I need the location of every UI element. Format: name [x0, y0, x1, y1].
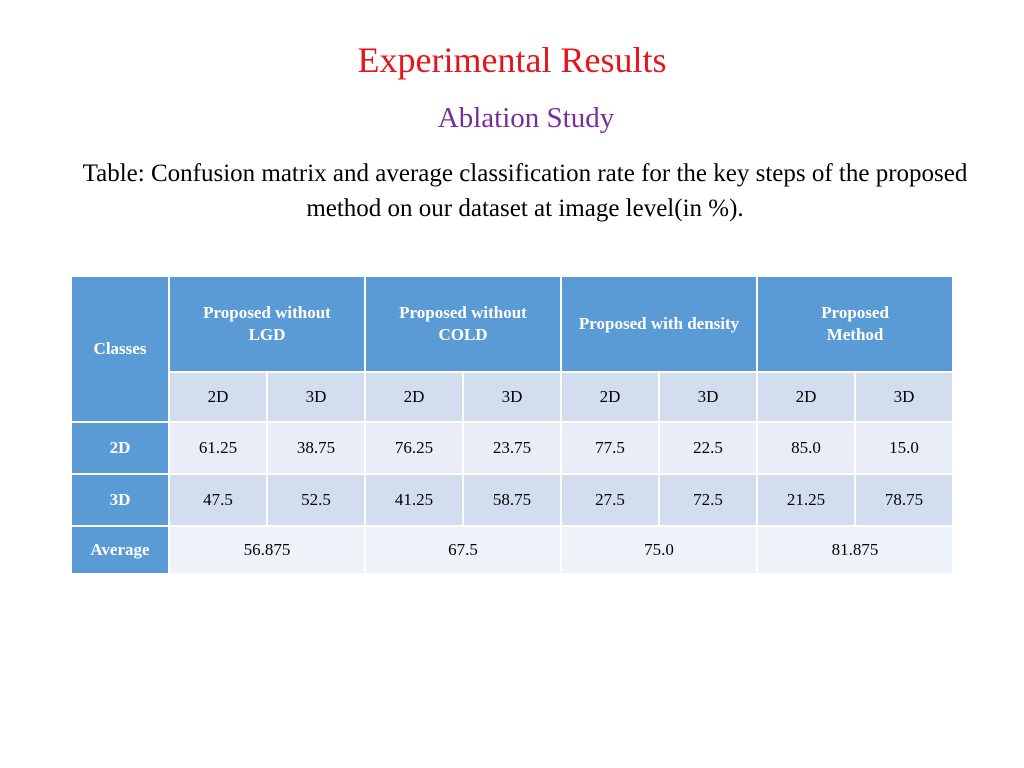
- subheader-3d: 3D: [658, 371, 759, 423]
- method-header-with-density: Proposed with density: [560, 275, 759, 373]
- confusion-matrix-table: Classes Proposed without LGD Proposed wi…: [70, 275, 955, 575]
- average-cell: 67.5: [364, 525, 563, 575]
- table-cell: 61.25: [168, 421, 268, 475]
- table-row-3d: 3D 47.5 52.5 41.25 58.75 27.5 72.5 21.25…: [70, 473, 955, 527]
- table-cell: 22.5: [658, 421, 759, 475]
- average-cell: 56.875: [167, 525, 367, 575]
- average-cell: 75.0: [560, 525, 759, 575]
- method-header-proposed-method: Proposed Method: [756, 275, 955, 373]
- table-cell: 23.75: [462, 421, 563, 475]
- slide-subtitle: Ablation Study: [437, 102, 615, 134]
- row-label-2d: 2D: [70, 421, 170, 475]
- table-cell: 77.5: [560, 421, 661, 475]
- subheader-3d: 3D: [462, 371, 563, 423]
- method-header-row: Classes Proposed without LGD Proposed wi…: [70, 275, 955, 423]
- subheader-2d: 2D: [168, 371, 268, 423]
- class-subheader-row: 2D 3D 2D 3D 2D 3D 2D 3D: [71, 371, 955, 423]
- table-cell: 47.5: [168, 473, 268, 527]
- table-cell: 85.0: [756, 421, 857, 475]
- table-cell: 52.5: [265, 473, 367, 527]
- table-cell: 21.25: [756, 473, 857, 527]
- table-cell: 15.0: [854, 421, 955, 475]
- row-label-3d: 3D: [70, 473, 170, 527]
- table-cell: 38.75: [265, 421, 367, 475]
- corner-header-classes: Classes: [70, 275, 170, 423]
- subheader-2d: 2D: [364, 371, 465, 423]
- method-header-without-lgd: Proposed without LGD: [167, 275, 367, 373]
- table-cell: 78.75: [854, 473, 955, 527]
- table-row-average: Average 56.875 67.5 75.0 81.875: [70, 525, 955, 575]
- table-cell: 58.75: [462, 473, 563, 527]
- subheader-3d: 3D: [265, 371, 367, 423]
- slide-title: Experimental Results: [357, 40, 667, 80]
- table-cell: 41.25: [364, 473, 465, 527]
- table-row-2d: 2D 61.25 38.75 76.25 23.75 77.5 22.5 85.…: [70, 421, 955, 475]
- table-caption: Table: Confusion matrix and average clas…: [82, 160, 968, 222]
- table-cell: 76.25: [364, 421, 465, 475]
- table-cell: 27.5: [560, 473, 661, 527]
- subheader-2d: 2D: [756, 371, 857, 423]
- table-cell: 72.5: [658, 473, 759, 527]
- row-label-average: Average: [70, 525, 170, 575]
- method-header-without-cold: Proposed without COLD: [364, 275, 563, 373]
- subheader-3d: 3D: [854, 371, 955, 423]
- average-cell: 81.875: [756, 525, 955, 575]
- subheader-2d: 2D: [560, 371, 661, 423]
